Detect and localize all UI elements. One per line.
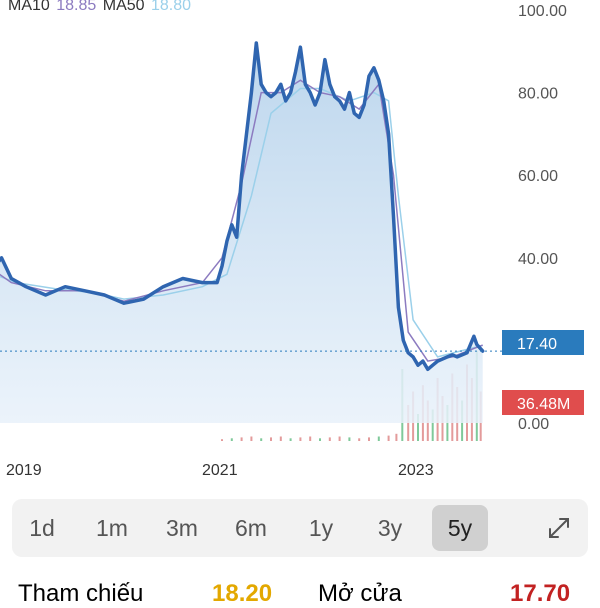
range-button-5y[interactable]: 5y [432,505,488,551]
volume-bar [279,436,282,441]
ma50-legend-value: 18.80 [151,0,192,14]
volume-bar [260,438,263,441]
x-axis-ticks: 2019 2021 2023 [6,462,434,479]
volume-bar [270,437,272,441]
volume-bar [240,437,243,441]
range-button-1d[interactable]: 1d [29,514,55,541]
volume-bar [230,438,233,441]
y-tick-label: 40.00 [518,251,558,268]
reference-price-label: Tham chiếu [18,580,144,607]
last-price-value: 17.40 [517,336,557,353]
volume-bar [368,437,370,441]
volume-bar [377,436,380,441]
ma10-legend-value: 18.85 [56,0,97,14]
y-tick-label: 80.00 [518,86,558,103]
reference-price-value: 18.20 [212,580,273,607]
range-button-6m[interactable]: 6m [235,514,267,541]
volume-bar [250,436,253,441]
ma-legend: MA10 18.85 MA50 18.80 [8,0,193,15]
price-line [0,41,485,372]
volume-bar [387,435,390,441]
volume-bar [221,439,223,441]
volume-bar [417,414,419,441]
ma50-legend-label: MA50 [102,0,145,14]
expand-arrows-icon [549,518,569,538]
range-button-1y[interactable]: 1y [308,514,334,541]
volume-bar [299,437,302,441]
time-range-selector: 1d 1m 3m 6m 1y 3y 5y [12,499,588,557]
volume-bar [395,433,398,441]
volume-bar [328,437,331,441]
volume-bar [289,438,292,441]
range-button-1m[interactable]: 1m [96,514,128,541]
volume-value: 36.48M [517,396,570,413]
x-tick-label: 2021 [202,462,238,479]
last-price-badge: 17.40 [502,330,584,355]
volume-bar [358,438,361,441]
volume-bar [319,438,321,441]
x-tick-label: 2019 [6,462,42,479]
y-tick-label: 100.00 [518,3,567,20]
range-button-3y[interactable]: 3y [377,514,403,541]
range-button-3m[interactable]: 3m [166,514,198,541]
expand-chart-button[interactable] [534,505,584,551]
volume-bar [309,436,312,441]
price-area-fill [0,43,483,423]
ma10-legend-label: MA10 [8,0,50,14]
open-price-label: Mở cửa [318,580,402,607]
volume-bar [431,409,434,441]
x-tick-label: 2023 [398,462,434,479]
volume-badge: 36.48M [502,390,584,415]
y-tick-label: 60.00 [518,168,558,185]
volume-bar [338,436,341,441]
volume-bar [348,437,351,441]
y-tick-label: 0.00 [518,416,549,433]
open-price-value: 17.70 [510,580,571,607]
